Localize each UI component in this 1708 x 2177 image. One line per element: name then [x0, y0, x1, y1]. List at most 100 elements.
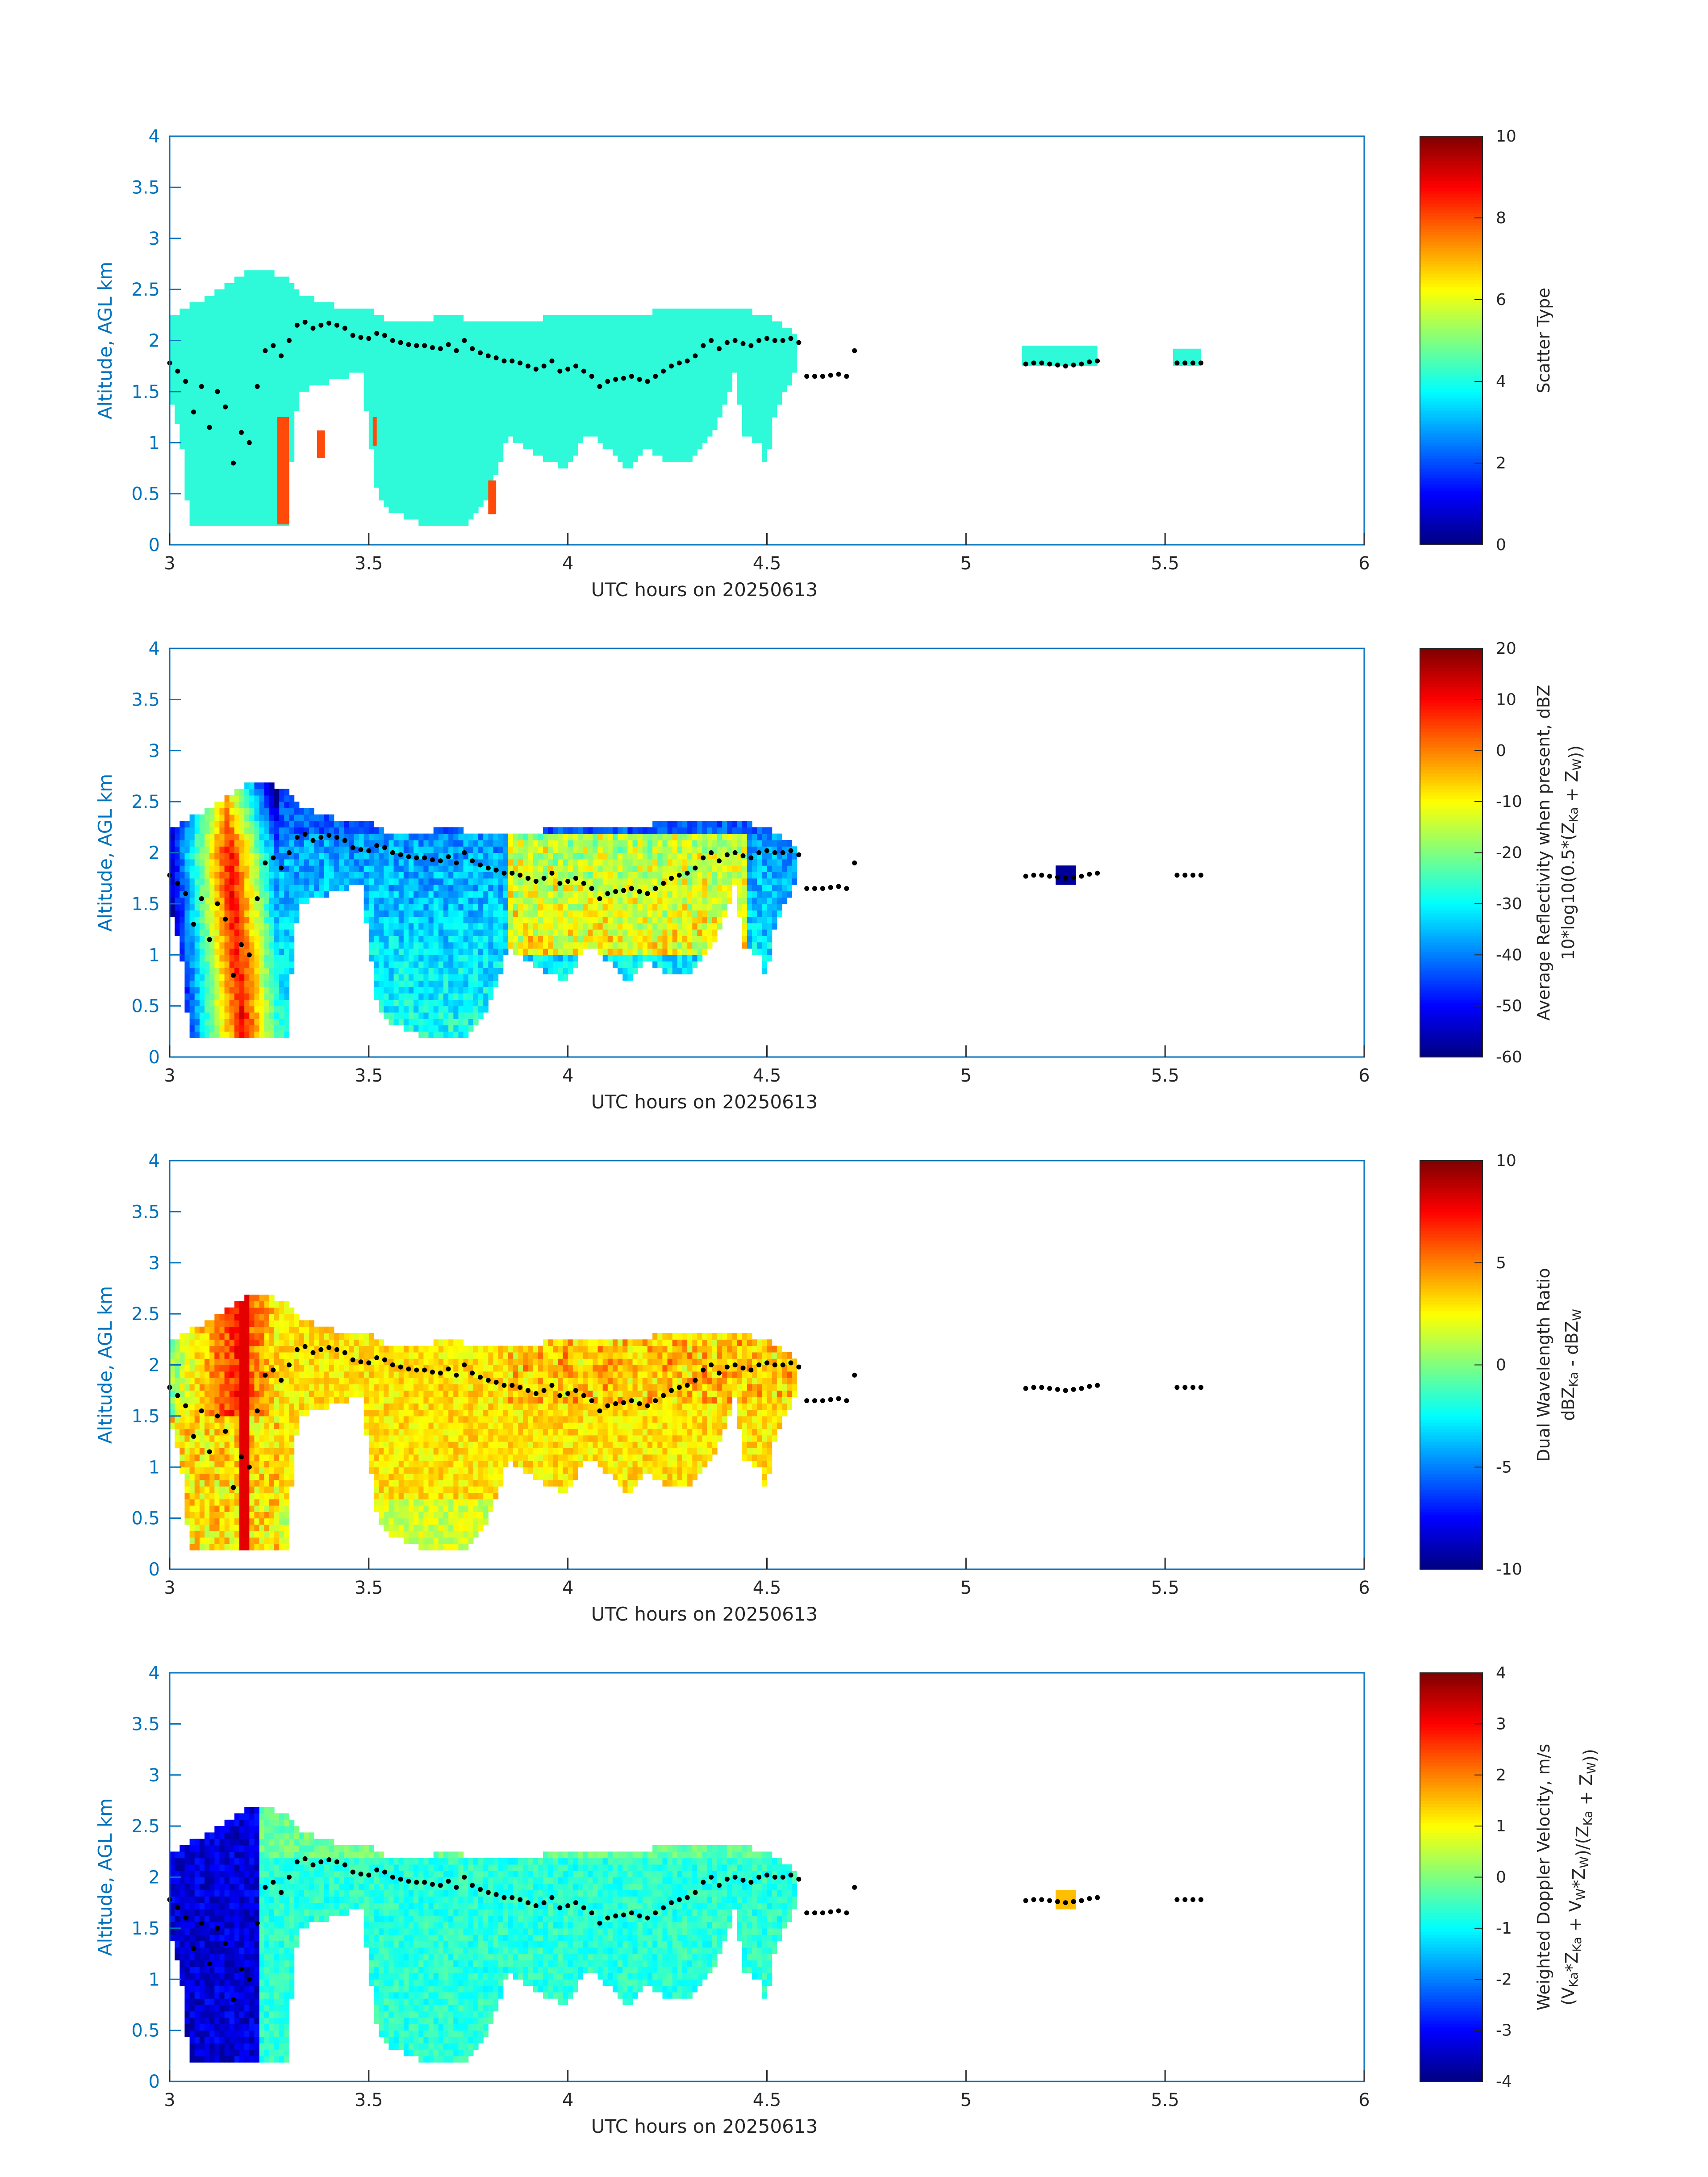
heatmap-cell: [184, 404, 190, 411]
heatmap-cell: [647, 340, 653, 347]
heatmap-cell: [209, 891, 215, 898]
heatmap-cell: [209, 410, 215, 418]
heatmap-cell: [264, 865, 270, 872]
heatmap-cell: [448, 993, 454, 1000]
heatmap-cell: [418, 481, 424, 488]
heatmap-cell: [244, 814, 250, 821]
heatmap-cell: [289, 872, 295, 879]
heatmap-cell: [209, 1006, 215, 1013]
heatmap-cell: [384, 327, 389, 334]
heatmap-cell: [244, 302, 250, 309]
heatmap-cell: [667, 334, 673, 341]
heatmap-cell: [329, 327, 334, 334]
heatmap-cell: [413, 967, 419, 974]
heatmap-cell: [289, 353, 295, 360]
heatmap-cell: [184, 948, 190, 955]
heatmap-cell: [409, 379, 414, 386]
heatmap-cell: [413, 955, 419, 962]
heatmap-cell: [727, 366, 733, 373]
heatmap-cell: [269, 519, 275, 526]
heatmap-cell: [219, 872, 225, 879]
heatmap-cell: [368, 353, 374, 360]
heatmap-cell: [637, 417, 643, 424]
heatmap-cell: [259, 340, 265, 347]
heatmap-cell: [264, 366, 270, 373]
heatmap-cell: [194, 327, 200, 334]
heatmap-cell: [274, 315, 280, 322]
heatmap-cell: [409, 353, 414, 360]
heatmap-cell: [752, 315, 757, 322]
heatmap-cell: [622, 436, 628, 443]
heatmap-cell: [438, 840, 444, 847]
heatmap-cell: [269, 430, 275, 437]
heatmap-cell: [269, 436, 275, 443]
heatmap-cell: [338, 309, 344, 315]
heatmap-cell: [423, 404, 429, 411]
heatmap-cell: [368, 347, 374, 354]
heatmap-cell: [279, 897, 284, 904]
heatmap-cell: [294, 289, 300, 297]
heatmap-cell: [632, 334, 638, 341]
heatmap-cell: [373, 903, 379, 911]
heatmap-cell: [438, 366, 444, 373]
heatmap-cell: [498, 366, 504, 373]
heatmap-cell: [209, 487, 215, 494]
heatmap-cell: [379, 391, 384, 398]
heatmap-cell: [563, 391, 568, 398]
heatmap-cell: [284, 1019, 290, 1026]
heatmap-cell: [403, 980, 409, 987]
heatmap-cell: [428, 430, 434, 437]
heatmap-cell: [279, 974, 284, 981]
heatmap-cell: [205, 455, 210, 462]
marker-dot: [310, 326, 316, 331]
heatmap-cell: [388, 353, 394, 360]
heatmap-cell: [199, 449, 205, 456]
heatmap-cell: [523, 443, 529, 450]
heatmap-cell: [229, 513, 235, 520]
heatmap-cell: [354, 827, 359, 834]
heatmap-cell: [468, 506, 474, 514]
heatmap-cell: [229, 833, 235, 840]
heatmap-cell: [254, 910, 260, 917]
heatmap-cell: [373, 340, 379, 347]
colorbar-band: [1420, 481, 1482, 485]
heatmap-cell: [498, 404, 504, 411]
heatmap-cell: [184, 481, 190, 488]
y-tick-label: 3.5: [131, 177, 160, 198]
marker-dot: [263, 348, 268, 353]
heatmap-cell: [712, 359, 718, 367]
heatmap-cell: [413, 891, 419, 898]
heatmap-cell: [443, 1025, 449, 1032]
heatmap-cell: [194, 443, 200, 450]
colorbar-band: [1420, 430, 1482, 434]
heatmap-cell: [363, 891, 369, 898]
heatmap-cell: [249, 808, 255, 815]
heatmap-cell: [224, 923, 230, 930]
heatmap-cell: [379, 347, 384, 354]
heatmap-cell: [448, 372, 454, 379]
heatmap-cell: [189, 481, 195, 488]
heatmap-cell: [289, 802, 295, 809]
heatmap-cell: [175, 903, 180, 911]
heatmap-cell: [304, 865, 309, 872]
heatmap-cell: [493, 327, 499, 334]
heatmap-cell: [553, 391, 558, 398]
heatmap-cell: [403, 340, 409, 347]
heatmap-cell: [175, 359, 180, 367]
heatmap-cell: [279, 903, 284, 911]
heatmap-cell: [274, 334, 280, 341]
heatmap-cell: [254, 302, 260, 309]
heatmap-cell: [717, 385, 722, 392]
marker-dot: [1039, 360, 1044, 366]
heatmap-cell: [244, 884, 250, 891]
heatmap-cell: [219, 347, 225, 354]
heatmap-cell: [438, 827, 444, 834]
heatmap-cell: [448, 417, 454, 424]
heatmap-cell: [473, 455, 479, 462]
heatmap-cell: [548, 455, 553, 462]
heatmap-cell: [234, 436, 240, 443]
heatmap-cell: [254, 923, 260, 930]
heatmap-cell: [205, 493, 210, 501]
heatmap-cell: [737, 366, 743, 373]
heatmap-cell: [254, 802, 260, 809]
